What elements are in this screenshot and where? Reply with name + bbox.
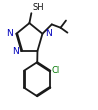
Text: Cl: Cl <box>52 66 60 75</box>
Text: N: N <box>12 47 18 56</box>
Text: N: N <box>45 29 52 38</box>
Text: N: N <box>6 29 13 38</box>
Text: SH: SH <box>32 3 44 12</box>
